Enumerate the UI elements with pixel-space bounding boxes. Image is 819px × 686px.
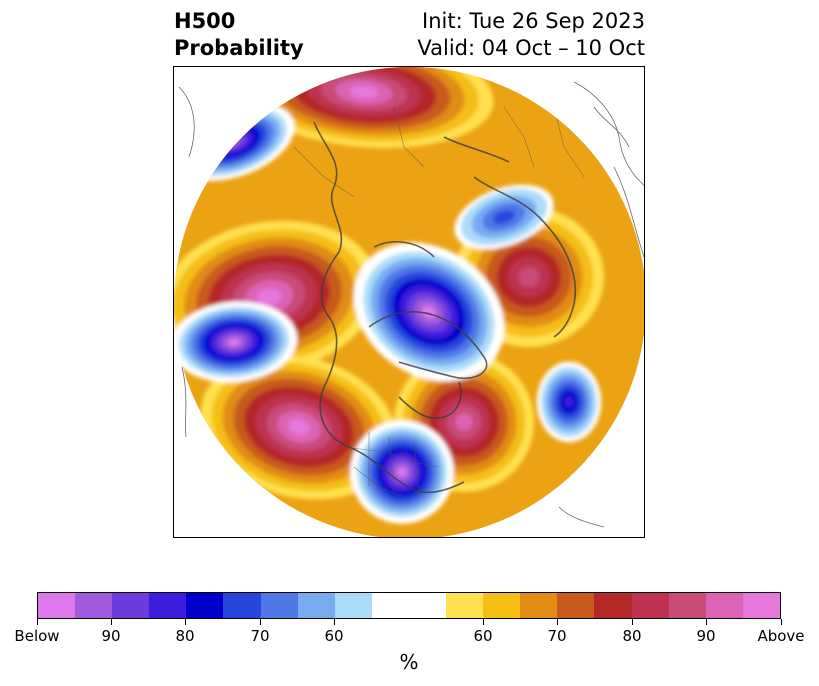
- map-panel: [173, 66, 645, 538]
- colorbar-segment: [594, 593, 632, 618]
- colorbar-segment: [557, 593, 595, 618]
- colorbar-segment: [446, 593, 484, 618]
- colorbar-tick-label: 60: [473, 627, 493, 645]
- colorbar-tick-label: 90: [101, 627, 121, 645]
- probability-contour: [564, 396, 574, 408]
- colorbar-tick-label: 70: [250, 627, 270, 645]
- colorbar-tick: [37, 619, 38, 625]
- probability-fill: [174, 67, 644, 537]
- colorbar-segment: [149, 593, 187, 618]
- probability-contour: [518, 267, 540, 287]
- colorbar-tick: [185, 619, 186, 625]
- colorbar-segment: [371, 593, 447, 618]
- borders: [293, 106, 585, 498]
- coastlines: [313, 121, 577, 494]
- outside-land: [178, 81, 644, 528]
- colorbar-tick-label: Below: [14, 627, 60, 645]
- colorbar-tick-label: 70: [547, 627, 567, 645]
- probability-contour: [455, 413, 473, 431]
- colorbar-tick: [483, 619, 484, 625]
- colorbar-segment: [668, 593, 706, 618]
- colorbar-segment: [112, 593, 150, 618]
- colorbar-tick-label: 90: [696, 627, 716, 645]
- colorbar-tick: [557, 619, 558, 625]
- colorbar-tick: [781, 619, 782, 625]
- colorbar-segment: [742, 593, 780, 618]
- colorbar-tick: [111, 619, 112, 625]
- title-line-2: Probability: [174, 36, 304, 60]
- colorbar-segment: [297, 593, 335, 618]
- probability-contour: [493, 209, 515, 225]
- colorbar-segment: [260, 593, 298, 618]
- colorbar-segment: [705, 593, 743, 618]
- colorbar-segment: [334, 593, 372, 618]
- colorbar-segment: [483, 593, 521, 618]
- colorbar-segment: [631, 593, 669, 618]
- valid-range: Valid: 04 Oct – 10 Oct: [417, 36, 645, 60]
- colorbar-tick: [706, 619, 707, 625]
- colorbar-tick: [632, 619, 633, 625]
- colorbar: [37, 592, 781, 619]
- colorbar-tick: [334, 619, 335, 625]
- colorbar-segment: [520, 593, 558, 618]
- colorbar-tick: [260, 619, 261, 625]
- probability-contour: [349, 85, 379, 99]
- probability-map: [174, 67, 644, 537]
- probability-contour: [397, 467, 407, 477]
- colorbar-segment: [186, 593, 224, 618]
- colorbar-segment: [75, 593, 113, 618]
- colorbar-tick-label: Above: [757, 627, 805, 645]
- colorbar-tick-label: 80: [622, 627, 642, 645]
- probability-contour: [256, 288, 282, 306]
- plot-title: H500 Probability: [174, 8, 304, 62]
- colorbar-segment: [223, 593, 261, 618]
- init-date: Init: Tue 26 Sep 2023: [422, 9, 645, 33]
- probability-contour: [288, 418, 310, 436]
- title-line-1: H500: [174, 9, 236, 33]
- colorbar-segment: [38, 593, 76, 618]
- probability-contour: [227, 338, 241, 346]
- colorbar-unit-label: %: [399, 650, 419, 674]
- date-info: Init: Tue 26 Sep 2023 Valid: 04 Oct – 10…: [417, 8, 645, 62]
- colorbar-tick-label: 80: [175, 627, 195, 645]
- colorbar-tick-label: 60: [324, 627, 344, 645]
